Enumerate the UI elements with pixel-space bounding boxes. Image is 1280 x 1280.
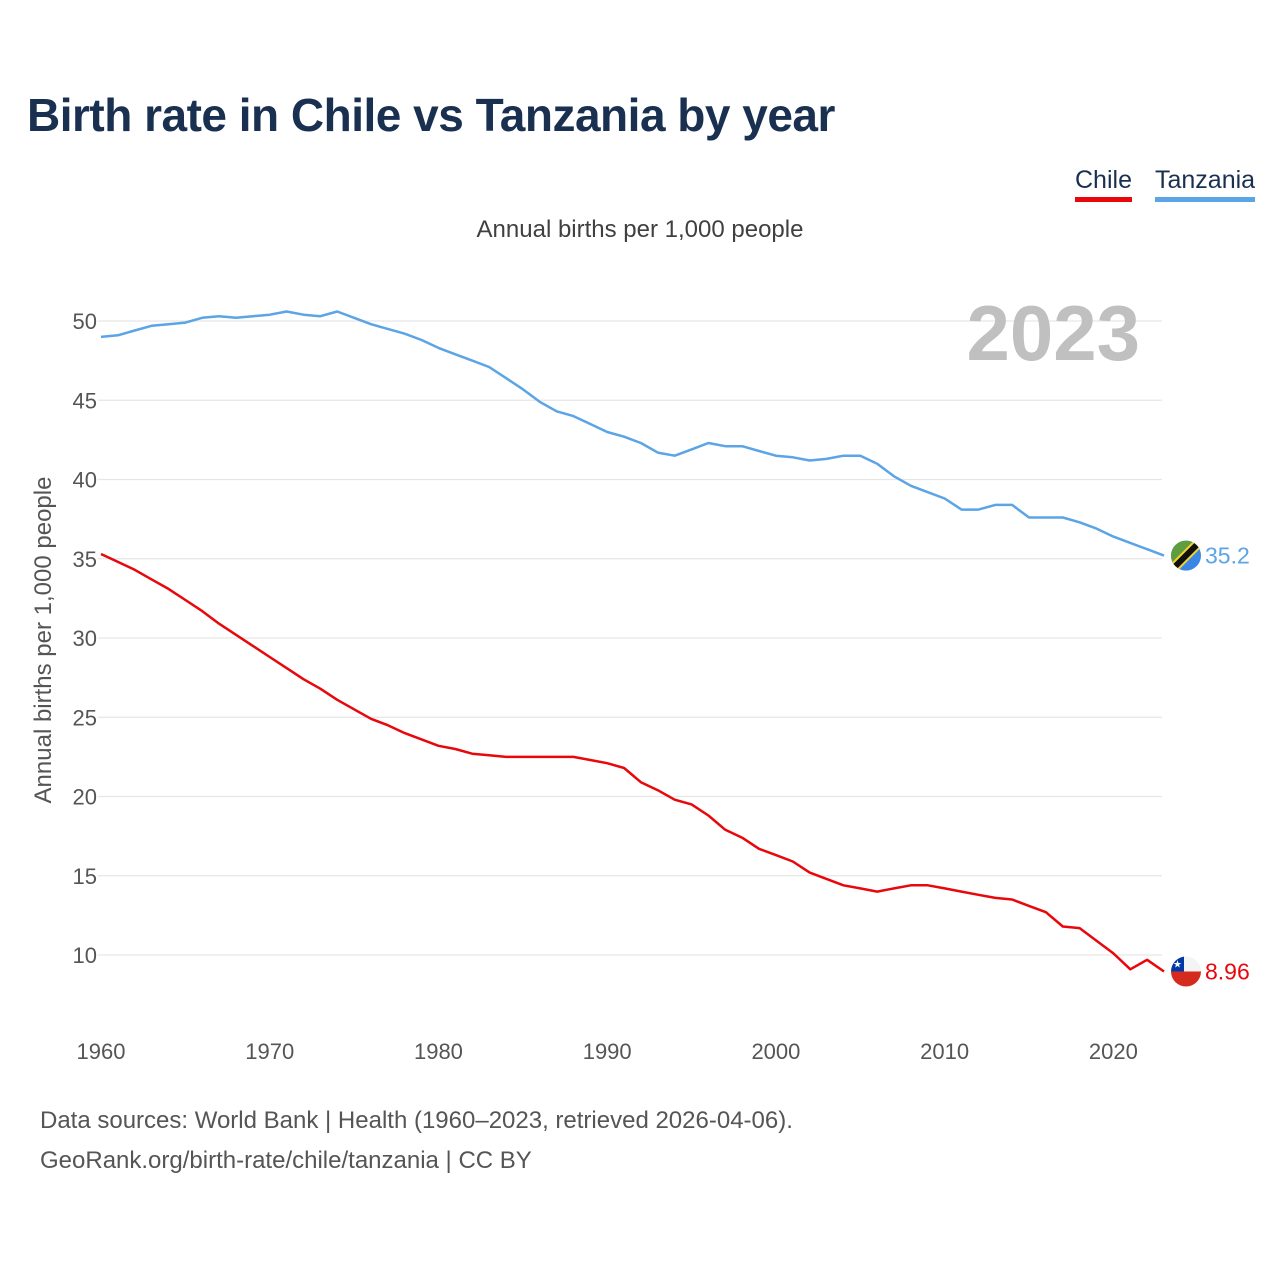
svg-text:★: ★ <box>1173 959 1182 970</box>
end-value-label-tanzania: 35.2 <box>1205 543 1250 569</box>
y-axis-label: Annual births per 1,000 people <box>30 477 57 804</box>
tanzania-flag-icon <box>1171 540 1201 571</box>
x-tick-label: 2010 <box>920 1039 969 1064</box>
y-tick-label: 25 <box>73 705 97 730</box>
y-tick-label: 10 <box>73 943 97 968</box>
end-markers: ★ 8.96 35.2 <box>1171 540 1250 987</box>
x-tick-label: 1970 <box>245 1039 294 1064</box>
chile-flag-icon: ★ <box>1171 956 1201 987</box>
legend-item-tanzania[interactable]: Tanzania <box>1155 166 1256 202</box>
footer-sources: Data sources: World Bank | Health (1960–… <box>40 1107 793 1134</box>
x-axis-ticks: 1960 1970 1980 1990 2000 2010 2020 <box>77 1039 1138 1064</box>
series <box>100 310 1165 973</box>
x-tick-label: 2020 <box>1089 1039 1138 1064</box>
series-line-tanzania[interactable] <box>100 310 1165 557</box>
x-tick-label: 1990 <box>583 1039 632 1064</box>
year-watermark: 2023 <box>966 289 1140 377</box>
legend-item-chile[interactable]: Chile <box>1075 166 1132 202</box>
y-tick-label: 35 <box>73 547 97 572</box>
y-tick-label: 20 <box>73 785 97 810</box>
y-tick-label: 15 <box>73 864 97 889</box>
footer-credit[interactable]: GeoRank.org/birth-rate/chile/tanzania | … <box>40 1147 532 1174</box>
end-value-label-chile: 8.96 <box>1205 958 1250 984</box>
x-tick-label: 1980 <box>414 1039 463 1064</box>
y-tick-label: 45 <box>73 388 97 413</box>
y-tick-label: 30 <box>73 626 97 651</box>
series-line-chile[interactable] <box>100 552 1165 973</box>
x-tick-label: 1960 <box>77 1039 126 1064</box>
chart-title: Birth rate in Chile vs Tanzania by year <box>27 89 835 141</box>
gridlines <box>98 320 1162 956</box>
y-tick-label: 40 <box>73 468 97 493</box>
y-axis-ticks: 10 15 20 25 30 35 40 45 50 <box>73 309 97 968</box>
line-chart: 10 15 20 25 30 35 40 45 50 1960 1970 1980 1990 2000 2… <box>30 289 1250 1064</box>
x-tick-label: 2000 <box>751 1039 800 1064</box>
chart-subtitle: Annual births per 1,000 people <box>476 216 804 243</box>
y-tick-label: 50 <box>73 309 97 334</box>
